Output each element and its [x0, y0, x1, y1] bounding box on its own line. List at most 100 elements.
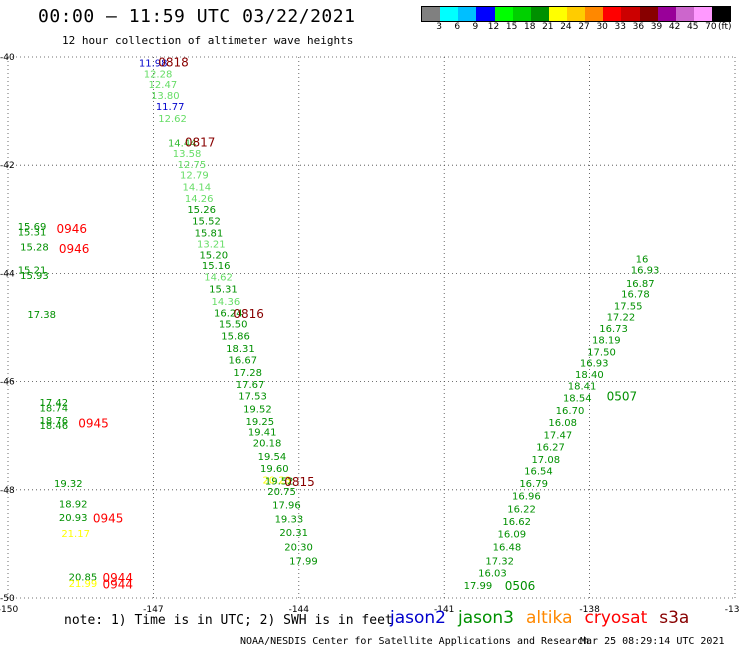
wave-height-label: 17.67	[236, 380, 265, 391]
wave-height-label: 19.52	[243, 404, 272, 415]
wave-height-label: 16.93	[631, 265, 660, 276]
wave-height-label: 13.21	[197, 239, 226, 250]
credit-line: NOAA/NESDIS Center for Satellite Applica…	[240, 636, 590, 647]
color-scale-tick: 30	[596, 22, 608, 32]
color-scale-tick: 12	[487, 22, 500, 32]
color-swatch	[476, 7, 495, 21]
generated-timestamp: Mar 25 08:29:14 UTC 2021	[580, 636, 725, 647]
color-scale-labels: 3 6 9 12 15 18 21 24 27 30 33 36 39 42 45 70	[421, 22, 729, 34]
mission-legend: jason2 jason3 altika cryosat s3a	[390, 608, 701, 628]
wave-height-label: 18.19	[592, 336, 621, 347]
wave-height-label: 16.27	[536, 442, 565, 453]
wave-height-label: 16	[636, 255, 649, 266]
wave-height-label: 12.62	[158, 114, 187, 125]
color-scale-tick: 36	[632, 22, 645, 32]
wave-height-label: 15.81	[195, 229, 224, 240]
wave-height-label: 19.54	[258, 452, 287, 463]
x-tick-label: -135	[725, 605, 740, 615]
x-tick-label: -144	[289, 605, 310, 615]
mission-altika: altika	[526, 608, 573, 628]
color-scale-tick: 21	[542, 22, 554, 32]
wave-height-label: 21.17	[61, 529, 90, 540]
color-swatch	[675, 7, 694, 21]
wave-height-label: 15.31	[18, 228, 47, 239]
mission-jason2: jason2	[390, 608, 446, 628]
color-scale-tick: 45	[687, 22, 699, 32]
wave-height-label: 18.54	[563, 394, 592, 405]
wave-height-label: 18.40	[575, 370, 604, 381]
wave-height-label: 17.50	[587, 348, 616, 359]
color-swatch	[657, 7, 676, 21]
wave-height-label: 12.75	[178, 160, 207, 171]
color-scale-tick: 27	[578, 22, 590, 32]
y-tick-label: -50	[0, 594, 15, 604]
wave-height-label: 17.47	[544, 430, 573, 441]
wave-height-label: 15.93	[20, 271, 49, 282]
color-swatch	[639, 7, 658, 21]
pass-time-label: 0816	[233, 307, 264, 321]
wave-height-label: 13.80	[151, 91, 180, 102]
wave-height-label: 12.47	[149, 80, 178, 91]
wave-height-label: 20.75	[267, 487, 296, 498]
pass-time-label: 0506	[505, 579, 536, 593]
wave-height-label: 19.33	[275, 514, 304, 525]
wave-height-label: 11.98	[139, 59, 168, 70]
color-scale-tick: 70	[705, 22, 717, 32]
wave-height-label: 18.92	[59, 500, 88, 511]
color-scale-tick: 39	[650, 22, 663, 32]
y-tick-label: -44	[0, 269, 15, 279]
wave-height-label: 17.28	[233, 368, 262, 379]
chart-subtitle: 12 hour collection of altimeter wave hei…	[62, 34, 354, 47]
wave-height-label: 20.85	[69, 573, 98, 584]
wave-height-label: 15.52	[192, 217, 221, 228]
wave-height-label: 20.30	[284, 542, 313, 553]
wave-height-label: 16.24	[214, 309, 243, 320]
wave-height-label: 17.99	[289, 556, 318, 567]
wave-height-label: 18.74	[40, 403, 69, 414]
color-scale-tick: 42	[668, 22, 681, 32]
wave-height-label: 14.26	[185, 194, 214, 205]
pass-time-label: 0507	[607, 390, 638, 404]
wave-height-label: 16.67	[229, 356, 258, 367]
wave-height-label: 19.25	[245, 417, 274, 428]
x-tick-label: -141	[434, 605, 454, 615]
pass-time-label: 0817	[185, 135, 216, 149]
wave-height-label: 16.78	[621, 290, 650, 301]
color-swatch	[548, 7, 567, 21]
mission-s3a: s3a	[659, 608, 690, 628]
wave-height-label: 15.28	[20, 243, 49, 254]
wave-height-label: 13.58	[173, 149, 202, 160]
wave-height-label: 16.73	[599, 324, 628, 335]
x-tick-label: -150	[0, 605, 18, 615]
color-swatch	[567, 7, 586, 21]
pass-time-label: 0944	[103, 571, 134, 585]
color-scale-tick: 6	[454, 22, 461, 32]
color-swatch	[585, 7, 604, 21]
mission-cryosat: cryosat	[584, 608, 648, 628]
wave-height-label: 16.54	[524, 467, 553, 478]
wave-height-label: 18.46	[40, 421, 69, 432]
wave-height-label: 17.96	[272, 501, 301, 512]
wave-height-label: 15.69	[18, 222, 47, 233]
wave-height-label: 21.99	[69, 579, 98, 590]
wave-height-label: 15.21	[18, 265, 47, 276]
pass-time-label: 0818	[158, 56, 189, 70]
wave-height-label: 17.38	[27, 310, 56, 321]
pass-time-label: 0944	[103, 577, 134, 591]
wave-height-label: 12.28	[144, 70, 173, 81]
color-scale-tick: 3	[436, 22, 442, 32]
wave-height-label: 14.62	[204, 272, 233, 283]
wave-height-label: 17.55	[614, 302, 643, 313]
wave-height-label: 15.16	[202, 261, 231, 272]
color-swatch	[512, 7, 531, 21]
color-swatch	[621, 7, 640, 21]
color-scale-tick: 33	[614, 22, 627, 32]
wave-height-label: 15.20	[199, 250, 228, 261]
footnote: note: 1) Time is in UTC; 2) SWH is in fe…	[64, 613, 393, 628]
wave-height-label: 16.93	[580, 358, 609, 369]
pass-time-label: 0815	[284, 475, 315, 489]
wave-height-label: 18.31	[226, 344, 255, 355]
wave-height-label: 15.31	[209, 284, 238, 295]
pass-time-label: 0945	[78, 417, 109, 431]
wave-height-label: 15.50	[219, 320, 248, 331]
